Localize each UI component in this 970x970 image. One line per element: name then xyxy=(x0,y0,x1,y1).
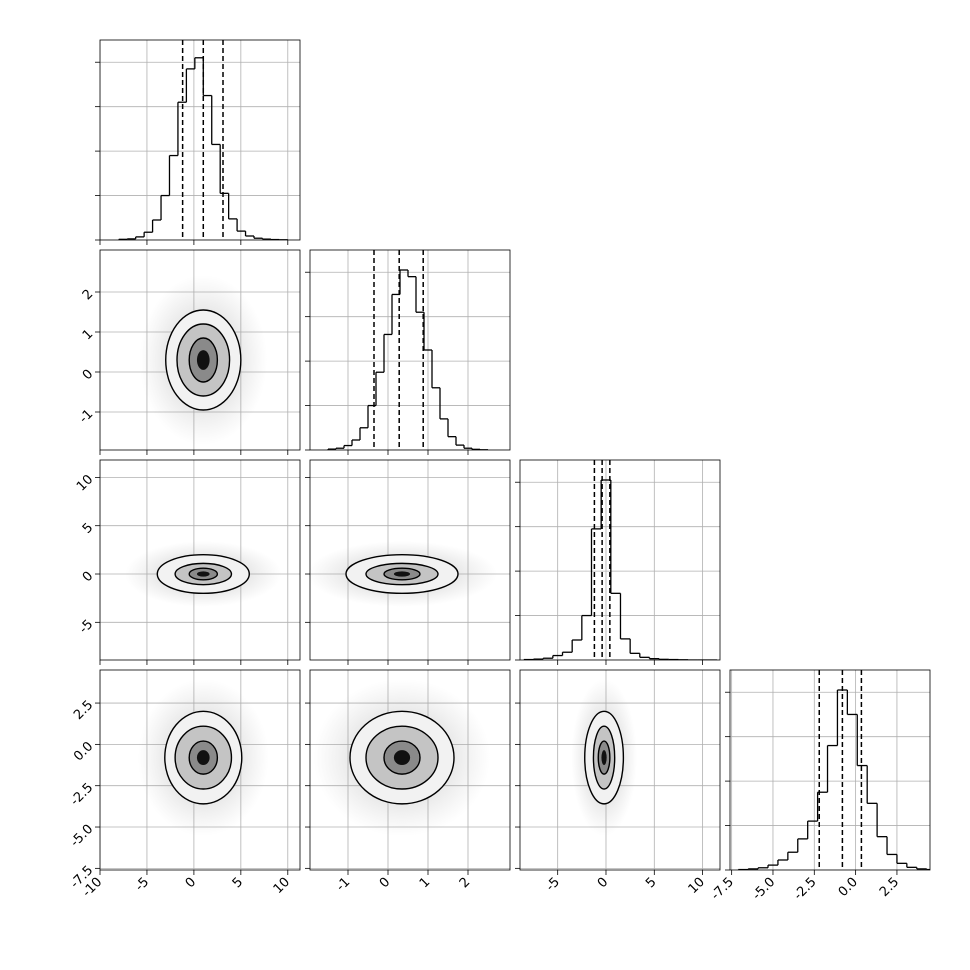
panel xyxy=(100,40,300,240)
y-tick-label: 0 xyxy=(80,569,96,585)
panel xyxy=(730,670,930,870)
density-core xyxy=(601,750,607,766)
density-core xyxy=(196,750,210,766)
x-tick-label: 5 xyxy=(643,875,659,891)
x-tick-label: 0 xyxy=(183,875,199,891)
panel-frame xyxy=(99,459,301,661)
density-core xyxy=(393,750,411,766)
panel xyxy=(100,670,300,870)
x-tick-label: 10 xyxy=(686,875,708,897)
panel-frame xyxy=(519,459,721,661)
x-tick-label: 0 xyxy=(377,875,393,891)
y-tick-label: 2.5 xyxy=(71,698,96,723)
x-tick-label: 2 xyxy=(457,875,473,891)
panel-frame xyxy=(99,669,301,871)
x-tick-label: 0.0 xyxy=(836,875,861,900)
x-tick-label: 2.5 xyxy=(877,875,902,900)
x-tick-label: -5 xyxy=(132,875,152,895)
panel-frame xyxy=(99,249,301,451)
x-tick-label: -7.5 xyxy=(708,875,737,904)
x-tick-label: -5 xyxy=(543,875,563,895)
panel-frame xyxy=(309,459,511,661)
y-tick-label: 10 xyxy=(74,472,96,494)
x-tick-label: -1 xyxy=(334,875,354,895)
panel xyxy=(310,250,510,450)
panel-frame xyxy=(729,669,931,871)
x-tick-label: -5.0 xyxy=(750,875,779,904)
panel xyxy=(310,670,510,870)
density-core xyxy=(196,571,210,577)
y-tick-label: 0.0 xyxy=(71,739,96,764)
panel xyxy=(520,670,720,870)
y-tick-label: 0 xyxy=(80,367,96,383)
x-tick-label: 5 xyxy=(230,875,246,891)
y-tick-label: 2 xyxy=(80,287,96,303)
x-tick-label: 10 xyxy=(271,875,293,897)
panel-frame xyxy=(99,39,301,241)
y-tick-label: 1 xyxy=(80,327,96,343)
x-tick-label: 1 xyxy=(417,875,433,891)
x-tick-label: -2.5 xyxy=(791,875,820,904)
y-tick-label: -5 xyxy=(77,617,97,637)
panel xyxy=(310,460,510,660)
panel xyxy=(100,460,300,660)
panel-frame xyxy=(309,669,511,871)
y-tick-label: 5 xyxy=(80,520,96,536)
panel xyxy=(520,460,720,660)
panel xyxy=(100,250,300,450)
x-tick-label: 0 xyxy=(595,875,611,891)
panel-frame xyxy=(519,669,721,871)
y-tick-label: -1 xyxy=(77,407,97,427)
density-core xyxy=(393,571,411,577)
y-tick-label: -2.5 xyxy=(68,780,97,809)
y-tick-label: -5.0 xyxy=(68,822,97,851)
density-core xyxy=(196,350,210,370)
panel-frame xyxy=(309,249,511,451)
